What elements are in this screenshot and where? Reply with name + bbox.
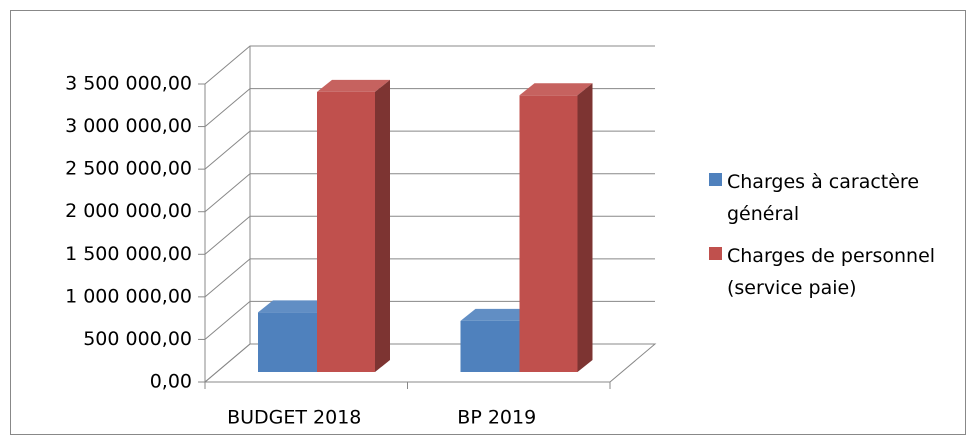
bar-top <box>519 83 593 96</box>
x-tick-label: BP 2019 <box>457 407 536 429</box>
legend-label-box: Charges à caractère général <box>727 171 920 225</box>
bar-front <box>519 95 578 373</box>
bar-top <box>258 300 332 313</box>
y-tick-label: 1 500 000,00 <box>65 243 192 265</box>
bar <box>317 79 390 372</box>
bar-side <box>577 83 593 373</box>
y-tick-label: 1 000 000,00 <box>65 285 192 307</box>
bar-side <box>375 79 390 372</box>
y-tick-label: 500 000,00 <box>83 328 192 350</box>
y-tick-label: 3 000 000,00 <box>65 115 192 137</box>
bar <box>519 83 593 373</box>
bar-front <box>460 320 520 372</box>
bar-top <box>317 79 390 92</box>
legend-swatch <box>709 247 722 260</box>
bar-top <box>460 308 535 321</box>
y-tick-label: 2 500 000,00 <box>65 158 192 180</box>
legend-swatch <box>709 173 722 186</box>
legend-label-box: Charges de personnel (service paie) <box>727 245 936 299</box>
bar-front <box>258 312 317 372</box>
legend-label: Charges à caractère général <box>727 171 920 225</box>
y-tick-label: 2 000 000,00 <box>65 200 192 222</box>
bar-front <box>317 91 375 372</box>
y-tick-label: 3 500 000,00 <box>65 73 192 95</box>
x-tick-label: BUDGET 2018 <box>227 407 361 429</box>
y-tick-label: 0,00 <box>150 371 192 393</box>
legend-label: Charges de personnel (service paie) <box>727 245 936 299</box>
